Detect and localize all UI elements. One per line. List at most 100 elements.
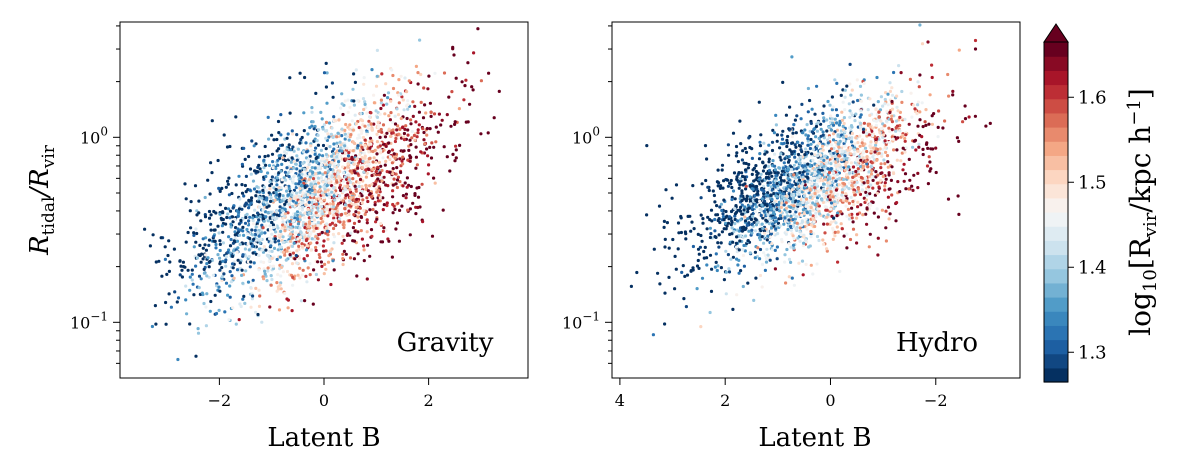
scatter-point <box>866 122 870 126</box>
scatter-point <box>853 142 857 146</box>
scatter-point <box>307 178 311 182</box>
scatter-point <box>809 206 813 210</box>
scatter-point <box>803 153 807 157</box>
scatter-point <box>859 203 863 207</box>
scatter-point <box>290 262 295 266</box>
scatter-point <box>904 187 908 191</box>
scatter-point <box>395 178 400 182</box>
scatter-point <box>828 195 833 199</box>
scatter-point <box>399 116 403 121</box>
scatter-point <box>831 138 836 142</box>
scatter-point <box>270 133 274 137</box>
scatter-point <box>740 229 745 233</box>
scatter-point <box>408 159 412 163</box>
scatter-point <box>778 146 782 150</box>
scatter-point <box>746 210 750 214</box>
scatter-point <box>284 178 288 182</box>
scatter-point <box>299 196 303 200</box>
scatter-point <box>406 107 410 111</box>
scatter-point <box>325 202 329 206</box>
scatter-point <box>834 160 838 165</box>
scatter-point <box>328 145 332 149</box>
scatter-point <box>785 206 789 210</box>
scatter-point <box>760 179 764 183</box>
scatter-point <box>324 147 328 151</box>
scatter-point <box>705 227 709 231</box>
scatter-point <box>266 266 270 270</box>
scatter-point <box>247 219 251 223</box>
scatter-point <box>298 211 302 215</box>
scatter-point <box>310 208 314 212</box>
scatter-point <box>252 222 256 226</box>
scatter-point <box>894 129 898 133</box>
scatter-point <box>246 280 251 284</box>
scatter-point <box>355 197 359 201</box>
scatter-point <box>295 154 299 158</box>
scatter-point <box>370 173 374 178</box>
scatter-point <box>825 198 830 202</box>
scatter-point <box>281 220 285 224</box>
scatter-point <box>764 260 769 264</box>
scatter-point <box>262 219 266 223</box>
scatter-point <box>332 115 336 119</box>
scatter-point <box>222 272 226 276</box>
scatter-point <box>247 255 251 259</box>
scatter-point <box>304 203 308 207</box>
scatter-point <box>815 234 820 239</box>
scatter-point <box>677 231 681 235</box>
scatter-point <box>946 197 951 201</box>
scatter-point <box>252 261 256 265</box>
scatter-point <box>727 153 731 157</box>
scatter-point <box>164 300 168 305</box>
scatter-point <box>353 229 357 233</box>
scatter-point <box>304 274 308 278</box>
scatter-point <box>324 177 328 181</box>
scatter-point <box>226 182 230 186</box>
scatter-point <box>722 198 726 202</box>
scatter-point <box>790 192 794 196</box>
scatter-point <box>805 189 809 193</box>
scatter-point <box>395 107 399 111</box>
scatter-point <box>629 284 634 288</box>
scatter-point <box>840 227 844 231</box>
scatter-point <box>306 132 310 136</box>
scatter-point <box>837 196 841 200</box>
scatter-point <box>256 238 260 242</box>
scatter-point <box>753 202 757 206</box>
scatter-point <box>360 129 364 133</box>
scatter-point <box>335 144 339 148</box>
scatter-point <box>288 219 292 224</box>
scatter-point <box>208 309 212 313</box>
scatter-point <box>374 170 378 174</box>
scatter-point <box>912 103 916 107</box>
scatter-point <box>673 287 677 291</box>
scatter-point <box>741 149 745 153</box>
scatter-point <box>291 181 295 185</box>
scatter-point <box>788 210 792 214</box>
scatter-point <box>279 133 283 137</box>
scatter-point <box>360 184 364 189</box>
scatter-point <box>349 180 353 184</box>
scatter-point <box>863 176 868 180</box>
scatter-point <box>767 256 771 260</box>
scatter-point <box>395 185 399 190</box>
scatter-point <box>343 206 347 210</box>
scatter-point <box>821 148 825 152</box>
scatter-point <box>354 202 358 207</box>
scatter-point <box>845 246 849 250</box>
scatter-point <box>903 139 907 143</box>
scatter-point <box>921 125 925 129</box>
scatter-point <box>804 217 808 221</box>
scatter-point <box>257 200 261 204</box>
scatter-point <box>829 190 833 194</box>
scatter-point <box>744 150 749 154</box>
scatter-point <box>286 298 290 302</box>
scatter-point <box>328 163 332 167</box>
scatter-point <box>346 173 350 177</box>
scatter-point <box>825 129 829 133</box>
scatter-point <box>275 216 279 220</box>
scatter-point <box>806 110 810 114</box>
scatter-point <box>755 192 759 196</box>
scatter-point <box>277 239 281 243</box>
scatter-point <box>789 228 793 232</box>
